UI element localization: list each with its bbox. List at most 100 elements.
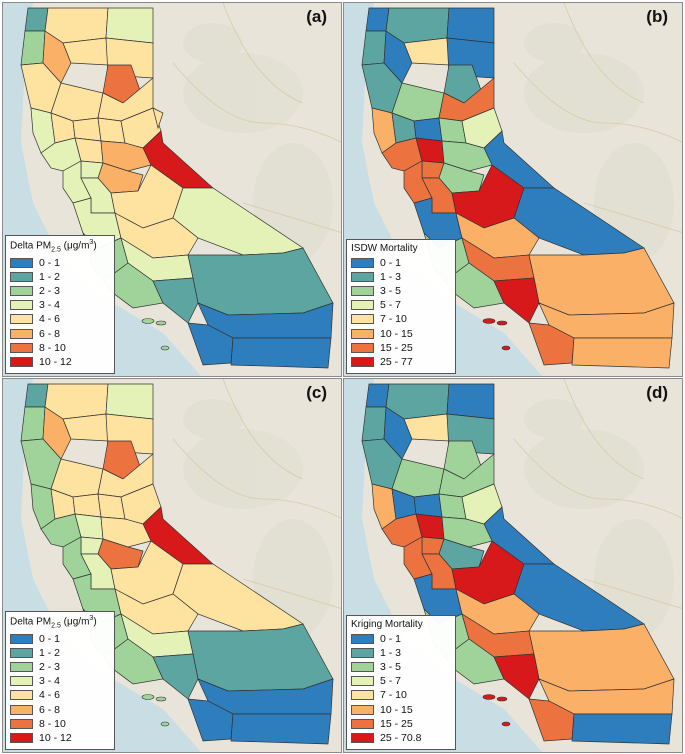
legend-item: 3 - 4	[10, 298, 109, 312]
legend-swatch	[351, 661, 374, 672]
legend-label: 10 - 15	[380, 327, 413, 340]
legend-swatch	[10, 300, 33, 311]
legend-label: 4 - 6	[39, 313, 61, 326]
legend-item: 4 - 6	[10, 688, 109, 702]
legend-item: 3 - 5	[351, 284, 450, 298]
legend-item: 15 - 25	[351, 717, 450, 731]
legend-label: 6 - 8	[39, 327, 61, 340]
legend-item: 3 - 5	[351, 660, 450, 674]
legend-label: 10 - 12	[39, 731, 72, 744]
legend-swatch	[10, 342, 33, 353]
legend-label: 3 - 5	[380, 284, 402, 297]
panel-label: (c)	[306, 383, 327, 402]
legend-label: 1 - 3	[380, 270, 402, 283]
legend-label: 5 - 7	[380, 299, 402, 312]
legend-swatch	[351, 342, 374, 353]
legend-item: 25 - 70.8	[351, 731, 450, 745]
panel-label: (a)	[306, 7, 327, 26]
legend-label: 1 - 3	[380, 646, 402, 659]
legend-label: 0 - 1	[39, 256, 61, 269]
legend-item: 1 - 3	[351, 270, 450, 284]
legend-label: 2 - 3	[39, 660, 61, 673]
legend-swatch	[351, 718, 374, 729]
legend-item: 25 - 77	[351, 355, 450, 369]
legend-item: 1 - 3	[351, 646, 450, 660]
legend-title: Delta PM2.5 (μg/m3)	[10, 615, 97, 630]
legend-item: 2 - 3	[10, 284, 109, 298]
legend-swatch	[351, 257, 374, 268]
legend-swatch	[10, 633, 33, 644]
legend-swatch	[10, 661, 33, 672]
legend-swatch	[10, 257, 33, 268]
legend-swatch	[351, 690, 374, 701]
legend-label: 0 - 1	[39, 632, 61, 645]
legend-item: 8 - 10	[10, 341, 109, 355]
legend-item: 10 - 15	[351, 702, 450, 716]
legend-item: 8 - 10	[10, 717, 109, 731]
legend-label: 10 - 12	[39, 355, 72, 368]
legend-swatch	[351, 676, 374, 687]
legend-swatch	[10, 732, 33, 743]
panel-label: (d)	[646, 383, 668, 402]
legend-swatch	[10, 676, 33, 687]
legend-label: 10 - 15	[380, 703, 413, 716]
legend-item: 5 - 7	[351, 674, 450, 688]
legend-item: 2 - 3	[10, 660, 109, 674]
legend-item: 0 - 1	[351, 632, 450, 646]
legend-swatch	[10, 271, 33, 282]
legend-swatch	[10, 356, 33, 367]
legend-label: 15 - 25	[380, 717, 413, 730]
legend-swatch	[351, 732, 374, 743]
legend-item: 1 - 2	[10, 646, 109, 660]
legend-label: 8 - 10	[39, 717, 66, 730]
legend-swatch	[351, 704, 374, 715]
legend-label: 2 - 3	[39, 284, 61, 297]
legend-label: 3 - 4	[39, 675, 61, 688]
legend-swatch	[351, 271, 374, 282]
legend-swatch	[10, 328, 33, 339]
legend-item: 10 - 15	[351, 326, 450, 340]
legend-swatch	[351, 314, 374, 325]
legend-swatch	[351, 633, 374, 644]
legend-swatch	[351, 356, 374, 367]
legend-item: 7 - 10	[351, 312, 450, 326]
panel-label: (b)	[646, 7, 668, 26]
legend-title: Kriging Mortality	[351, 618, 423, 630]
legend-item: 15 - 25	[351, 341, 450, 355]
legend-item: 6 - 8	[10, 326, 109, 340]
legend-swatch	[10, 285, 33, 296]
legend-item: 0 - 1	[351, 256, 450, 270]
legend-item: 7 - 10	[351, 688, 450, 702]
legend-title: Delta PM2.5 (μg/m3)	[10, 239, 97, 254]
legend-item: 10 - 12	[10, 731, 109, 745]
legend-label: 4 - 6	[39, 689, 61, 702]
legend-label: 3 - 4	[39, 299, 61, 312]
legend-label: 5 - 7	[380, 675, 402, 688]
legend-title: ISDW Mortality	[351, 242, 418, 254]
legend-swatch	[10, 704, 33, 715]
legend-label: 1 - 2	[39, 270, 61, 283]
legend-item: 5 - 7	[351, 298, 450, 312]
legend-item: 10 - 12	[10, 355, 109, 369]
legend-swatch	[10, 718, 33, 729]
legend-item: 0 - 1	[10, 256, 109, 270]
legend-label: 25 - 77	[380, 355, 413, 368]
legend-label: 7 - 10	[380, 689, 407, 702]
legend-label: 1 - 2	[39, 646, 61, 659]
legend-label: 6 - 8	[39, 703, 61, 716]
legend-item: 1 - 2	[10, 270, 109, 284]
legend-item: 0 - 1	[10, 632, 109, 646]
legend-swatch	[351, 285, 374, 296]
legend-label: 0 - 1	[380, 632, 402, 645]
legend-swatch	[351, 328, 374, 339]
legend-label: 8 - 10	[39, 341, 66, 354]
legend-swatch	[351, 647, 374, 658]
legend-item: 6 - 8	[10, 702, 109, 716]
legend-label: 0 - 1	[380, 256, 402, 269]
